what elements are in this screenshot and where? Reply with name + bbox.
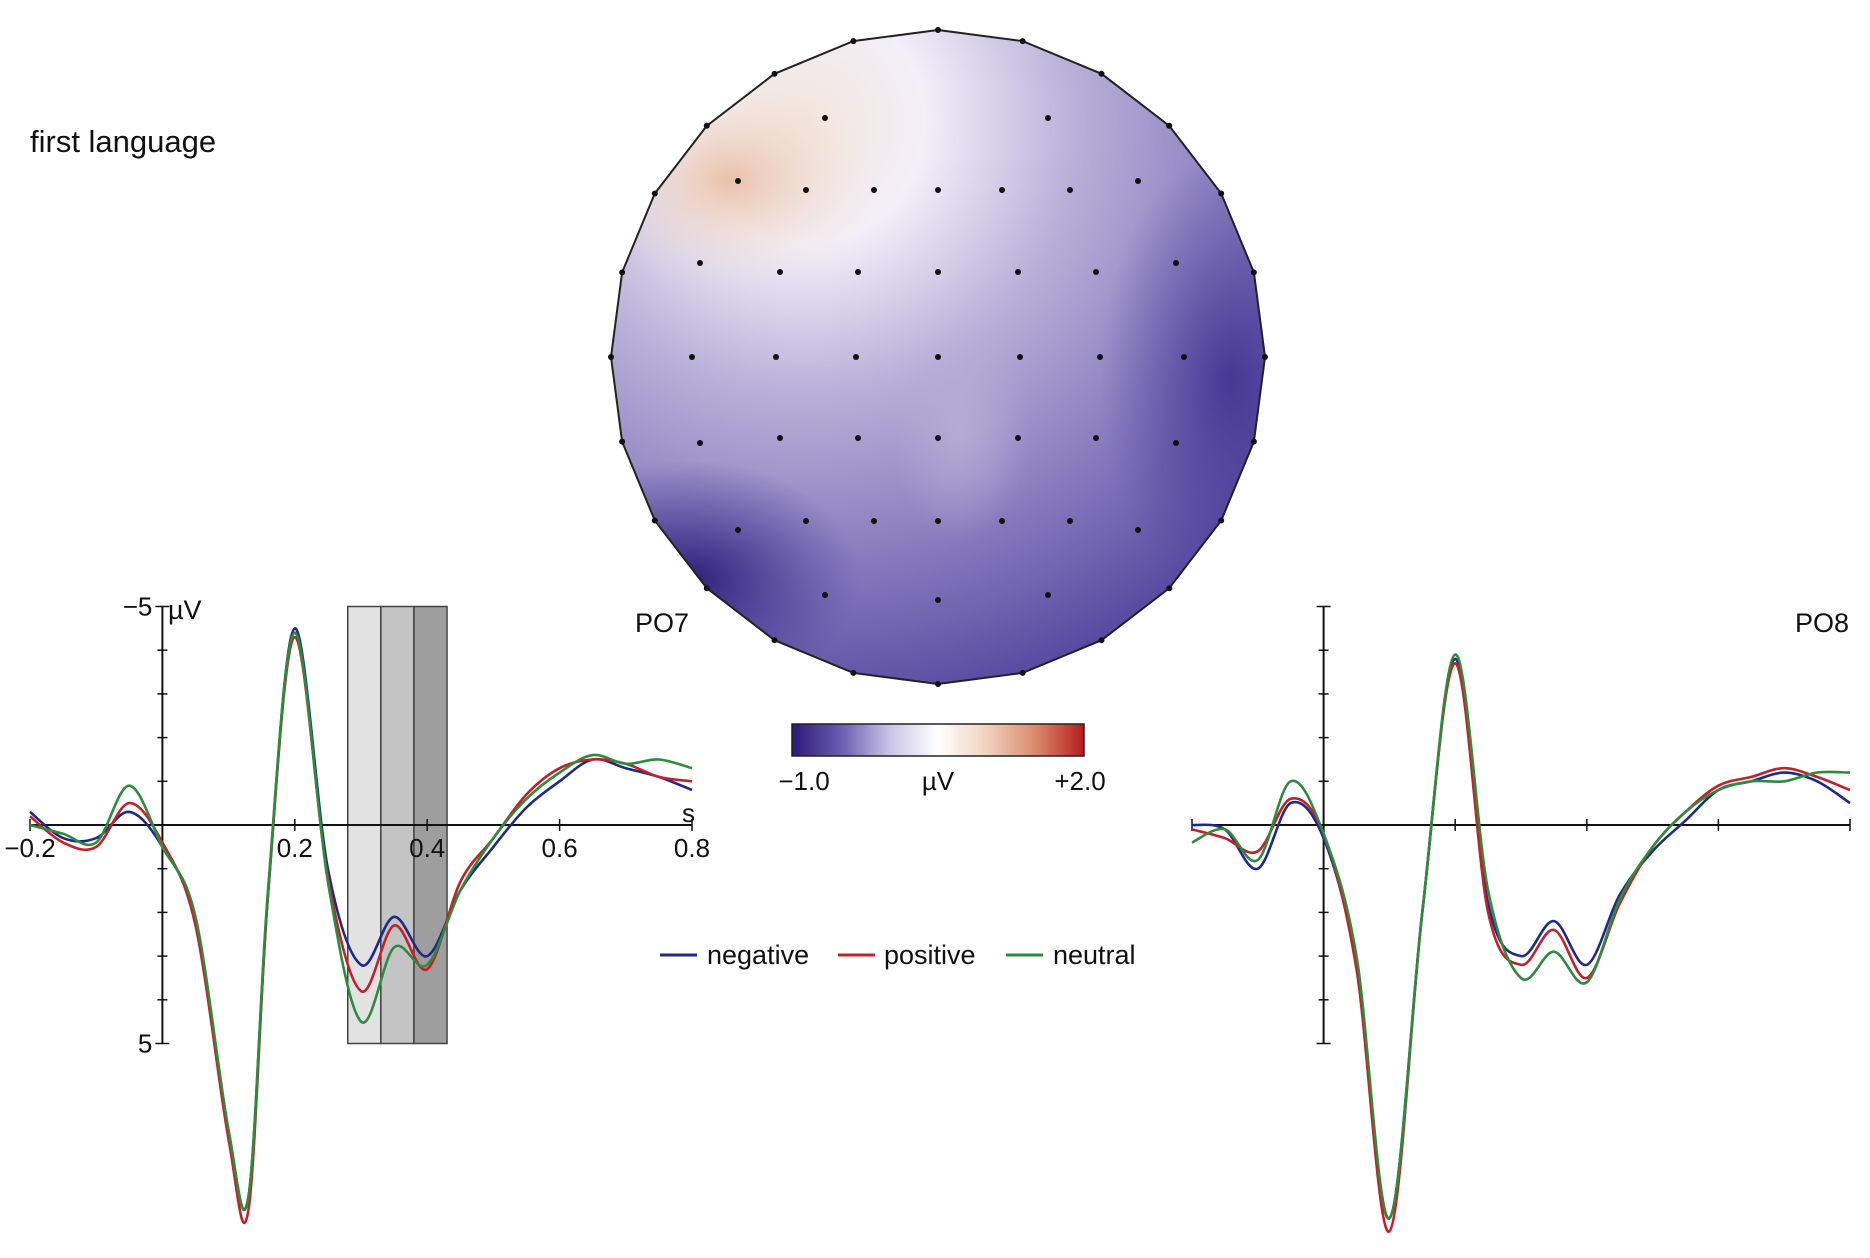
electrode-dot: [935, 681, 941, 687]
electrode-dot: [1015, 269, 1021, 275]
electrode-dot: [822, 592, 828, 598]
electrode-dot: [935, 269, 941, 275]
electrode-dot: [651, 517, 658, 524]
colorbar-min-label: −1.0: [778, 766, 829, 796]
x-axis-label: s: [682, 798, 695, 828]
electrode-dot: [850, 669, 857, 676]
electrode-dot: [703, 585, 710, 592]
electrode-dot: [703, 122, 710, 129]
electrode-dot: [1017, 354, 1023, 360]
electrode-dot: [999, 187, 1005, 193]
electrode-dot: [1173, 260, 1179, 266]
electrode-dot: [935, 435, 941, 441]
electrode-dot: [777, 269, 783, 275]
electrode-dot: [697, 260, 703, 266]
electrode-dot: [608, 354, 614, 360]
electrode-dot: [871, 187, 877, 193]
electrode-sites: [608, 27, 1268, 687]
electrode-dot: [822, 115, 828, 121]
y-tick-label: −5: [123, 592, 153, 622]
electrode-dot: [1045, 592, 1051, 598]
electrode-dot: [1250, 438, 1257, 445]
electrode-dot: [871, 518, 877, 524]
waveform-neutral: [1191, 653, 1851, 1220]
electrode-dot: [735, 178, 741, 184]
electrode-dot: [803, 187, 809, 193]
electrode-dot: [777, 435, 783, 441]
electrode-dot: [935, 597, 941, 603]
electrode-dot: [1181, 354, 1187, 360]
electrode-dot: [1019, 38, 1026, 45]
x-tick-label: 0.6: [542, 833, 578, 863]
waveform-positive: [1191, 662, 1851, 1233]
legend: negative positive neutral: [660, 940, 1136, 970]
x-tick-label: 0.8: [674, 833, 710, 863]
channel-label-po7: PO7: [635, 608, 689, 638]
electrode-dot: [619, 269, 626, 276]
electrode-dot: [1045, 115, 1051, 121]
x-tick-label: 0.2: [277, 833, 313, 863]
electrode-dot: [735, 527, 741, 533]
electrode-dot: [1067, 518, 1073, 524]
electrode-dot: [935, 187, 941, 193]
electrode-dot: [850, 38, 857, 45]
page-title: first language: [30, 124, 216, 159]
waveforms: [29, 627, 693, 1225]
electrode-dot: [1098, 70, 1105, 77]
electrode-dot: [803, 518, 809, 524]
electrode-dot: [689, 354, 695, 360]
y-tick-label: 5: [138, 1029, 152, 1059]
electrode-dot: [1067, 187, 1073, 193]
waveform-negative: [1191, 657, 1851, 1220]
electrode-dot: [1098, 637, 1105, 644]
waveform-neutral: [29, 631, 693, 1212]
y-unit-label: µV: [168, 595, 202, 625]
electrode-dot: [855, 269, 861, 275]
waveforms: [1191, 653, 1851, 1233]
electrode-dot: [1093, 435, 1099, 441]
electrode-dot: [855, 435, 861, 441]
plot-axes: [1191, 605, 1851, 1045]
legend-label-positive: positive: [884, 940, 976, 970]
electrode-dot: [935, 518, 941, 524]
legend-label-neutral: neutral: [1053, 940, 1136, 970]
erp-plot-po7: −0.2 0.2 0.4 0.6 0.8 −5 5 PO7 µV s: [4, 592, 710, 1225]
colorbar: −1.0 µV +2.0: [778, 723, 1106, 796]
electrode-dot: [1135, 178, 1141, 184]
electrode-dot: [1250, 269, 1257, 276]
x-tick-label: 0.4: [409, 833, 445, 863]
electrode-dot: [1135, 527, 1141, 533]
legend-label-negative: negative: [707, 940, 809, 970]
electrode-dot: [1173, 440, 1179, 446]
electrode-dot: [1015, 435, 1021, 441]
electrode-dot: [773, 354, 779, 360]
electrode-dot: [771, 70, 778, 77]
electrode-dot: [1019, 669, 1026, 676]
plot-axes: −0.2 0.2 0.4 0.6 0.8 −5 5: [4, 592, 710, 1059]
electrode-dot: [697, 440, 703, 446]
electrode-dot: [619, 438, 626, 445]
erp-plot-po8: PO8: [1191, 605, 1851, 1233]
electrode-dot: [935, 27, 941, 33]
channel-label-po8: PO8: [1795, 608, 1849, 638]
electrode-dot: [1218, 190, 1225, 197]
colorbar-unit-label: µV: [922, 766, 955, 796]
electrode-dot: [771, 637, 778, 644]
electrode-dot: [935, 354, 941, 360]
electrode-dot: [853, 354, 859, 360]
electrode-dot: [1097, 354, 1103, 360]
electrode-dot: [1166, 122, 1173, 129]
electrode-dot: [1166, 585, 1173, 592]
electrode-dot: [651, 190, 658, 197]
topographic-map: [608, 27, 1268, 687]
electrode-dot: [999, 518, 1005, 524]
x-tick-label: −0.2: [4, 833, 55, 863]
colorbar-max-label: +2.0: [1054, 766, 1105, 796]
colorbar-gradient: [791, 723, 1085, 757]
electrode-dot: [1218, 517, 1225, 524]
electrode-dot: [1262, 354, 1268, 360]
electrode-dot: [1093, 269, 1099, 275]
